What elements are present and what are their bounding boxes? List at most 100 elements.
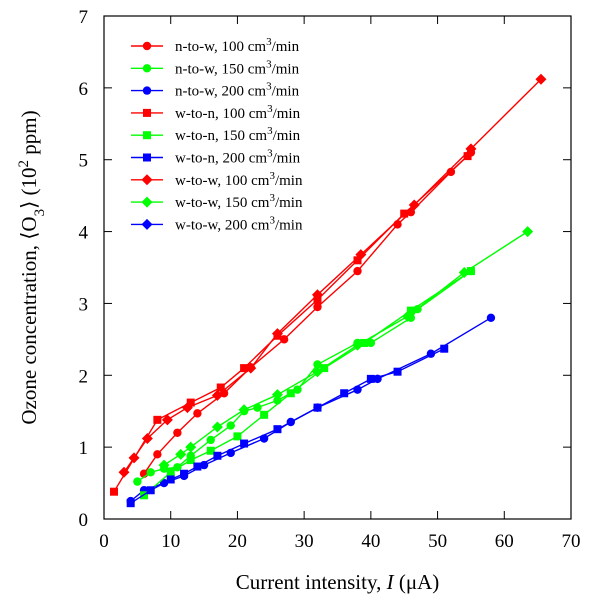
data-point-6-6 [245,362,257,374]
legend-label-5: w-to-n, 200 cm3/min [175,148,301,167]
data-point-1-0 [133,477,142,486]
data-point-2-4 [199,460,209,470]
data-point-6-2 [141,433,153,445]
data-point-0-3 [193,409,202,418]
legend-marker-4 [143,131,151,140]
data-point-6-9 [355,249,367,261]
legend-marker-5 [143,153,151,162]
y-tick-label-5: 5 [79,151,89,172]
series-6 [118,73,547,478]
data-point-6-5 [211,389,223,401]
data-point-4-4 [233,432,242,441]
x-tick-label-5: 50 [428,531,447,552]
legend-entry-4: w-to-n, 150 cm3/min [131,125,301,144]
y-tick-label-3: 3 [79,294,89,315]
data-point-1-5 [206,435,215,445]
series-7 [158,226,534,471]
data-point-3-1 [153,415,162,424]
series-4 [140,267,475,500]
data-point-7-3 [211,421,223,433]
data-point-0-7 [313,302,322,312]
legend-marker-3 [143,108,151,117]
y-tick-label-7: 7 [79,7,89,28]
x-tick-label-3: 30 [295,531,314,552]
legend-marker-0 [142,41,152,51]
legend-label-4: w-to-n, 150 cm3/min [175,125,301,144]
data-point-0-1 [153,450,162,459]
data-point-4-2 [186,456,195,465]
data-point-1-1 [146,468,155,477]
data-point-4-9 [406,306,415,315]
data-point-5-8 [313,403,322,412]
data-point-5-9 [340,389,349,398]
legend: n-to-w, 100 cm3/min n-to-w, 150 cm3/min n-… [131,36,303,233]
data-point-6-0 [118,466,130,478]
data-point-3-7 [353,256,362,265]
data-point-7-4 [238,404,250,416]
data-point-7-10 [522,226,534,238]
legend-label-8: w-to-w, 200 cm3/min [175,214,303,233]
data-point-6-12 [535,73,547,85]
legend-entry-3: w-to-n, 100 cm3/min [131,103,301,122]
data-point-3-3 [216,383,225,392]
data-point-6-10 [408,199,420,211]
series-layer [110,73,547,508]
y-axis-label: Ozone concentration, ⟨O3⟩ (102 ppm) [16,110,48,424]
data-point-6-11 [465,143,477,155]
y-tick-label-6: 6 [79,79,89,100]
data-point-7-8 [402,310,414,322]
legend-label-7: w-to-w, 150 cm3/min [175,192,303,211]
data-point-7-9 [458,267,470,279]
data-point-5-2 [166,475,175,484]
legend-marker-1 [142,64,152,73]
data-point-7-6 [311,366,323,378]
data-point-5-5 [213,451,222,460]
data-point-3-9 [463,152,472,161]
data-point-5-12 [440,344,449,353]
legend-label-2: n-to-w, 200 cm3/min [175,81,300,100]
x-tick-label-7: 70 [562,531,581,552]
data-point-0-2 [173,428,182,437]
data-point-5-3 [180,469,189,478]
data-point-1-11 [313,360,322,369]
x-tick-label-0: 0 [99,531,109,552]
data-point-5-0 [126,499,135,508]
legend-entry-1: n-to-w, 150 cm3/min [131,58,300,77]
legend-entry-2: n-to-w, 200 cm3/min [131,81,300,100]
legend-label-0: n-to-w, 100 cm3/min [175,36,300,55]
data-point-6-7 [271,328,283,340]
data-point-5-11 [393,367,402,376]
data-point-4-10 [466,267,475,276]
y-tick-label-0: 0 [79,510,89,531]
data-point-2-12 [486,313,496,322]
data-point-4-1 [166,468,175,477]
x-tick-label-2: 20 [228,531,247,552]
legend-marker-2 [142,86,152,95]
data-point-4-3 [206,446,215,455]
data-point-5-7 [273,425,282,434]
x-tick-label-4: 40 [361,531,380,552]
data-point-1-6 [226,421,235,430]
y-tick-label-1: 1 [79,438,89,459]
legend-label-6: w-to-w, 100 cm3/min [175,170,303,189]
legend-entry-6: w-to-w, 100 cm3/min [131,170,303,189]
legend-entry-8: w-to-w, 200 cm3/min [131,214,303,233]
data-point-0-8 [353,266,362,276]
data-point-3-2 [186,398,195,407]
data-point-7-2 [185,441,197,453]
legend-marker-6 [141,174,153,186]
legend-entry-5: w-to-n, 200 cm3/min [131,148,301,167]
data-point-6-3 [161,414,173,426]
legend-marker-8 [141,218,153,230]
legend-entry-0: n-to-w, 100 cm3/min [131,36,300,55]
legend-marker-7 [141,196,153,208]
data-point-7-7 [352,339,364,351]
data-point-4-8 [360,338,369,347]
data-point-1-13 [366,338,376,348]
data-point-4-5 [260,410,269,419]
data-point-7-0 [158,459,170,471]
x-tick-label-1: 10 [161,531,180,552]
data-point-5-6 [240,439,249,448]
data-point-7-5 [271,389,283,401]
